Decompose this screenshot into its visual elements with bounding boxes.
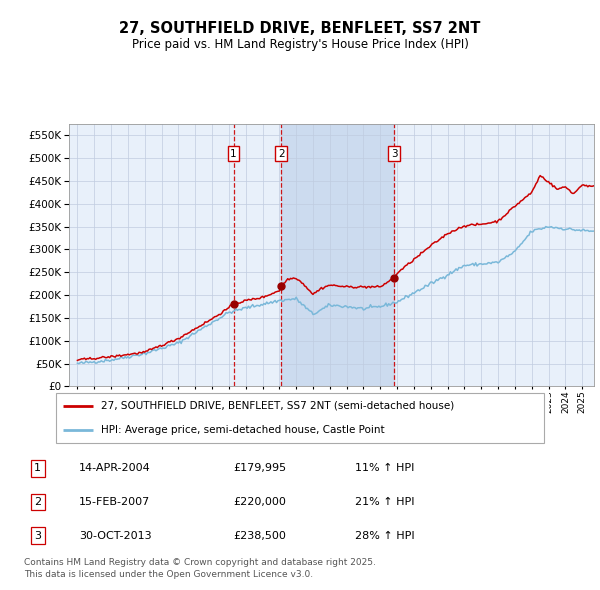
Text: 21% ↑ HPI: 21% ↑ HPI bbox=[355, 497, 415, 507]
Text: 3: 3 bbox=[34, 530, 41, 540]
Text: 15-FEB-2007: 15-FEB-2007 bbox=[79, 497, 151, 507]
Text: HPI: Average price, semi-detached house, Castle Point: HPI: Average price, semi-detached house,… bbox=[101, 425, 385, 435]
Text: 2: 2 bbox=[278, 149, 284, 159]
Text: £238,500: £238,500 bbox=[234, 530, 287, 540]
Text: 2: 2 bbox=[34, 497, 41, 507]
Text: 1: 1 bbox=[230, 149, 237, 159]
Text: 27, SOUTHFIELD DRIVE, BENFLEET, SS7 2NT: 27, SOUTHFIELD DRIVE, BENFLEET, SS7 2NT bbox=[119, 21, 481, 35]
Text: 30-OCT-2013: 30-OCT-2013 bbox=[79, 530, 152, 540]
Text: £220,000: £220,000 bbox=[234, 497, 287, 507]
Text: Contains HM Land Registry data © Crown copyright and database right 2025.
This d: Contains HM Land Registry data © Crown c… bbox=[24, 558, 376, 579]
Text: 3: 3 bbox=[391, 149, 398, 159]
Text: 14-APR-2004: 14-APR-2004 bbox=[79, 464, 151, 474]
Text: Price paid vs. HM Land Registry's House Price Index (HPI): Price paid vs. HM Land Registry's House … bbox=[131, 38, 469, 51]
Bar bbox=[281, 124, 394, 386]
Text: 28% ↑ HPI: 28% ↑ HPI bbox=[355, 530, 415, 540]
Text: £179,995: £179,995 bbox=[234, 464, 287, 474]
Text: 27, SOUTHFIELD DRIVE, BENFLEET, SS7 2NT (semi-detached house): 27, SOUTHFIELD DRIVE, BENFLEET, SS7 2NT … bbox=[101, 401, 454, 411]
Text: 1: 1 bbox=[34, 464, 41, 474]
Text: 11% ↑ HPI: 11% ↑ HPI bbox=[355, 464, 415, 474]
FancyBboxPatch shape bbox=[56, 394, 544, 442]
